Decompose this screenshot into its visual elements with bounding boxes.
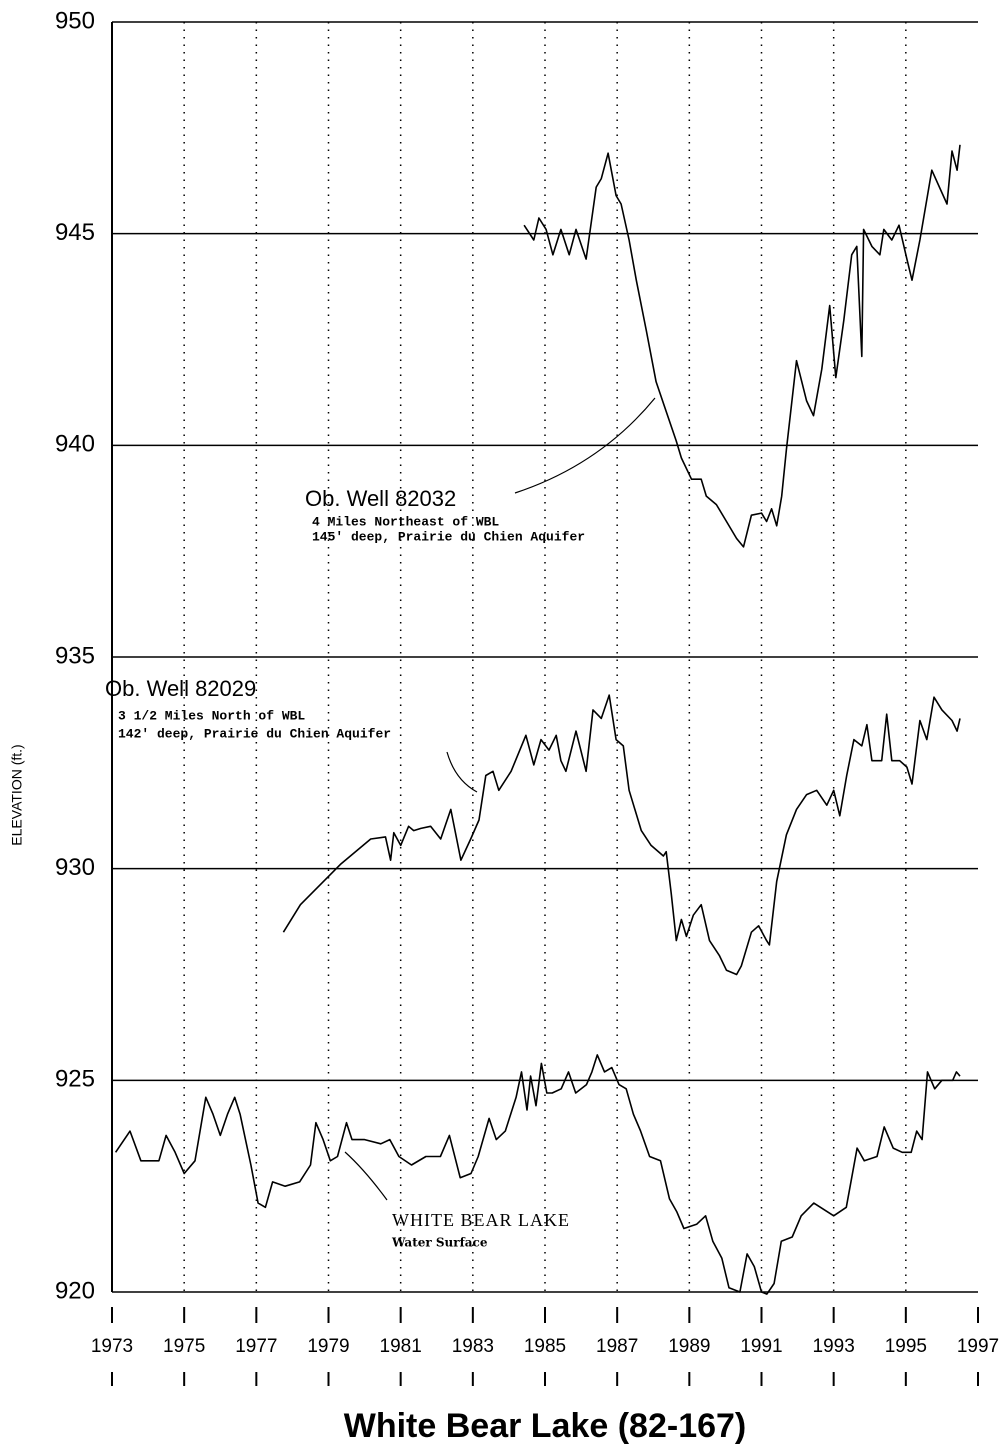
annotation: WHITE BEAR LAKE [392, 1210, 570, 1230]
y-tick-label: 925 [55, 1066, 95, 1093]
y-axis-label: ELEVATION (ft.) [9, 744, 25, 845]
x-tick-label: 1997 [957, 1336, 999, 1357]
x-tick-label: 1995 [885, 1336, 927, 1357]
annotation: Ob. Well 82029 [105, 676, 256, 701]
annotation: 145' deep, Prairie du Chien Aquifer [312, 529, 585, 544]
y-tick-label: 920 [55, 1277, 95, 1304]
annotation: 4 Miles Northeast of WBL [312, 514, 499, 529]
x-tick-label: 1987 [596, 1336, 638, 1357]
x-tick-label: 1979 [307, 1336, 349, 1357]
annotation: Water Surface [391, 1236, 488, 1250]
y-tick-label: 940 [55, 431, 95, 458]
y-tick-label: 950 [55, 7, 95, 34]
x-tick-label: 1975 [163, 1336, 205, 1357]
x-tick-label: 1985 [524, 1336, 566, 1357]
annotation: 142' deep, Prairie du Chien Aquifer [118, 726, 391, 741]
pointer [344, 1151, 388, 1201]
data-line [282, 694, 961, 976]
chart-title: White Bear Lake (82-167) [344, 1407, 747, 1445]
data-line [114, 1054, 961, 1295]
y-tick-label: 930 [55, 854, 95, 881]
x-tick-label: 1991 [740, 1336, 782, 1357]
data-line [523, 144, 961, 548]
x-tick-label: 1983 [452, 1336, 494, 1357]
pointer [514, 397, 656, 494]
y-tick-label: 935 [55, 642, 95, 669]
x-tick-label: 1993 [813, 1336, 855, 1357]
x-tick-label: 1977 [235, 1336, 277, 1357]
x-tick-label: 1989 [668, 1336, 710, 1357]
x-tick-label: 1981 [380, 1336, 422, 1357]
annotation: Ob. Well 82032 [305, 486, 456, 511]
pointer [446, 751, 478, 793]
annotation: 3 1/2 Miles North of WBL [118, 708, 305, 723]
x-tick-label: 1973 [91, 1336, 133, 1357]
y-tick-label: 945 [55, 219, 95, 246]
